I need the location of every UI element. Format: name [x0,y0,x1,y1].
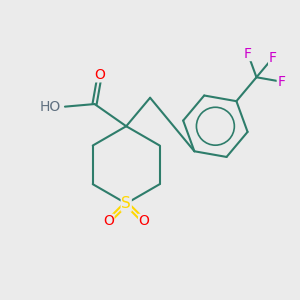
Text: F: F [244,46,252,61]
Text: O: O [139,214,149,228]
Text: HO: HO [39,100,61,114]
Text: F: F [269,51,277,65]
Text: O: O [94,68,105,82]
Text: S: S [121,196,131,211]
Text: F: F [277,75,285,89]
Text: O: O [103,214,114,228]
